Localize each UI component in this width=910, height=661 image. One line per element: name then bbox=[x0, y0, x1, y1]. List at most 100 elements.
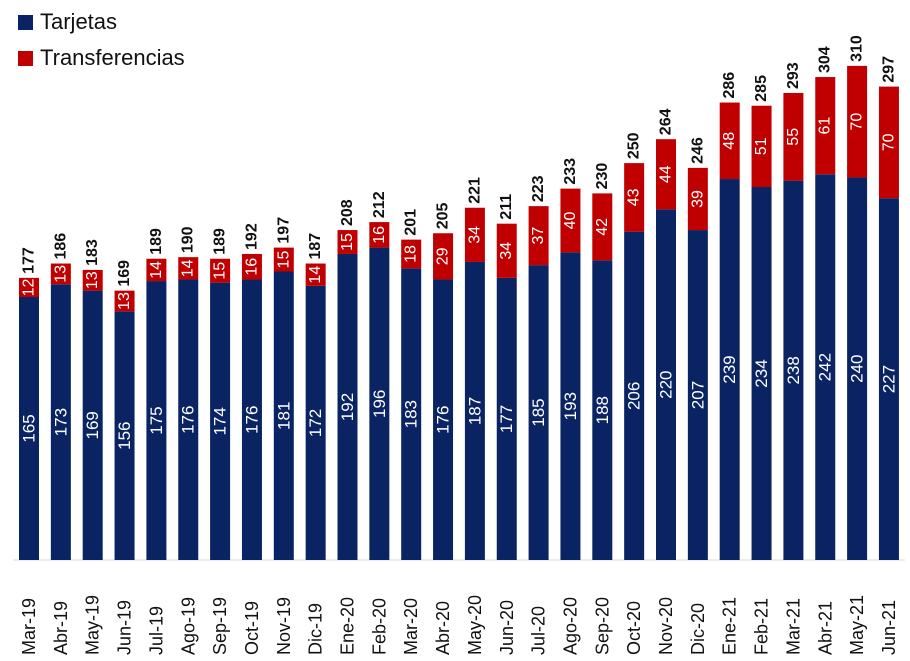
data-label-transferencias: 44 bbox=[658, 165, 675, 183]
bar-tarjetas bbox=[50, 284, 71, 560]
data-label-transferencias: 42 bbox=[594, 218, 611, 236]
bar-tarjetas bbox=[656, 209, 676, 561]
data-label-tarjetas: 238 bbox=[784, 356, 803, 384]
data-label-tarjetas: 176 bbox=[242, 406, 261, 434]
x-tick-label: Ene-21 bbox=[720, 597, 740, 655]
data-label-tarjetas: 240 bbox=[848, 355, 867, 383]
data-label-transferencias: 14 bbox=[148, 261, 165, 279]
data-label-transferencias: 18 bbox=[403, 245, 420, 263]
x-tick-label: Sep-20 bbox=[592, 597, 612, 655]
legend: Tarjetas Transferencias bbox=[18, 4, 185, 76]
bar-tarjetas bbox=[783, 180, 804, 560]
data-label-tarjetas: 176 bbox=[434, 406, 453, 434]
x-tick-label: May-21 bbox=[847, 595, 867, 655]
bar-transferencias bbox=[210, 258, 231, 283]
bar-tarjetas bbox=[369, 247, 390, 560]
bar-tarjetas bbox=[146, 281, 167, 560]
data-label-transferencias: 15 bbox=[339, 233, 356, 251]
x-tick-label: Dic-19 bbox=[306, 603, 326, 655]
data-label-tarjetas: 174 bbox=[211, 407, 230, 435]
data-label-total: 169 bbox=[116, 260, 133, 287]
data-label-transferencias: 16 bbox=[243, 258, 260, 276]
x-tick-label: Mar-19 bbox=[19, 598, 39, 655]
data-label-tarjetas: 185 bbox=[529, 398, 548, 426]
bar-tarjetas bbox=[464, 261, 485, 560]
bar-tarjetas bbox=[624, 231, 645, 560]
data-label-tarjetas: 206 bbox=[625, 382, 644, 410]
x-tick-label: Ago-19 bbox=[178, 597, 198, 655]
data-label-total: 297 bbox=[880, 56, 897, 83]
bar-transferencias bbox=[114, 290, 135, 312]
data-label-tarjetas: 165 bbox=[20, 414, 39, 442]
data-label-tarjetas: 220 bbox=[657, 370, 676, 398]
data-label-total: 192 bbox=[243, 223, 260, 250]
legend-label-transferencias: Transferencias bbox=[40, 45, 185, 70]
data-label-total: 250 bbox=[626, 132, 643, 159]
data-label-total: 264 bbox=[658, 108, 675, 135]
data-label-tarjetas: 156 bbox=[115, 421, 134, 449]
data-label-tarjetas: 176 bbox=[179, 406, 198, 434]
bar-transferencias bbox=[273, 247, 294, 272]
bar-tarjetas bbox=[847, 177, 868, 561]
x-tick-label: Jul-20 bbox=[529, 606, 549, 655]
data-label-tarjetas: 227 bbox=[879, 365, 898, 393]
bar-transferencias bbox=[305, 263, 326, 286]
data-label-tarjetas: 175 bbox=[147, 406, 166, 434]
data-label-total: 208 bbox=[339, 199, 356, 226]
data-label-tarjetas: 192 bbox=[338, 393, 357, 421]
data-label-transferencias: 14 bbox=[180, 259, 197, 277]
legend-swatch-tarjetas bbox=[18, 14, 33, 30]
bar-transferencias bbox=[178, 257, 199, 280]
data-label-transferencias: 13 bbox=[116, 292, 133, 310]
data-label-tarjetas: 239 bbox=[720, 355, 739, 383]
bar-tarjetas bbox=[114, 311, 135, 560]
data-label-total: 211 bbox=[498, 194, 515, 220]
x-tick-label: Sep-19 bbox=[210, 597, 230, 655]
bar-tarjetas bbox=[719, 179, 740, 561]
data-label-tarjetas: 193 bbox=[561, 392, 580, 420]
data-label-tarjetas: 187 bbox=[465, 397, 484, 425]
data-label-total: 183 bbox=[84, 239, 101, 266]
data-label-tarjetas: 173 bbox=[51, 408, 70, 436]
data-label-transferencias: 12 bbox=[21, 278, 38, 296]
data-label-tarjetas: 177 bbox=[497, 405, 516, 433]
data-label-transferencias: 29 bbox=[435, 247, 452, 265]
data-label-transferencias: 13 bbox=[52, 265, 69, 283]
bar-tarjetas bbox=[210, 282, 231, 560]
bar-transferencias bbox=[464, 207, 485, 262]
data-label-transferencias: 16 bbox=[371, 226, 388, 244]
data-label-total: 205 bbox=[435, 202, 452, 229]
bar-tarjetas bbox=[82, 290, 103, 560]
bar-transferencias bbox=[50, 263, 71, 285]
bar-transferencias bbox=[401, 239, 422, 269]
bar-tarjetas bbox=[878, 198, 899, 560]
data-label-total: 230 bbox=[594, 163, 611, 190]
x-tick-label: Mar-21 bbox=[783, 598, 803, 655]
data-label-tarjetas: 242 bbox=[816, 353, 835, 381]
bar-transferencias bbox=[146, 258, 167, 282]
bar-transferencias bbox=[878, 86, 899, 199]
data-label-transferencias: 34 bbox=[498, 242, 515, 260]
x-tick-label: Oct-19 bbox=[242, 601, 262, 655]
data-label-total: 233 bbox=[562, 158, 579, 185]
data-label-total: 304 bbox=[817, 46, 834, 73]
data-label-transferencias: 39 bbox=[689, 190, 706, 208]
bar-transferencias bbox=[19, 277, 39, 297]
data-label-tarjetas: 188 bbox=[593, 396, 612, 424]
x-tick-label: May-19 bbox=[83, 595, 103, 655]
data-label-total: 221 bbox=[466, 177, 483, 204]
bar-tarjetas bbox=[178, 279, 199, 560]
bar-tarjetas bbox=[401, 268, 422, 560]
bar-tarjetas bbox=[687, 230, 708, 560]
data-label-tarjetas: 183 bbox=[402, 400, 421, 428]
data-label-transferencias: 34 bbox=[466, 226, 483, 244]
x-tick-label: Dic-20 bbox=[688, 603, 708, 655]
data-label-total: 189 bbox=[148, 228, 165, 255]
data-label-total: 293 bbox=[785, 62, 802, 89]
bar-transferencias bbox=[624, 163, 645, 232]
data-label-transferencias: 70 bbox=[849, 113, 866, 131]
bar-tarjetas bbox=[496, 277, 517, 560]
x-tick-label: Feb-21 bbox=[752, 598, 772, 655]
x-tick-label: Ago-20 bbox=[560, 597, 580, 655]
